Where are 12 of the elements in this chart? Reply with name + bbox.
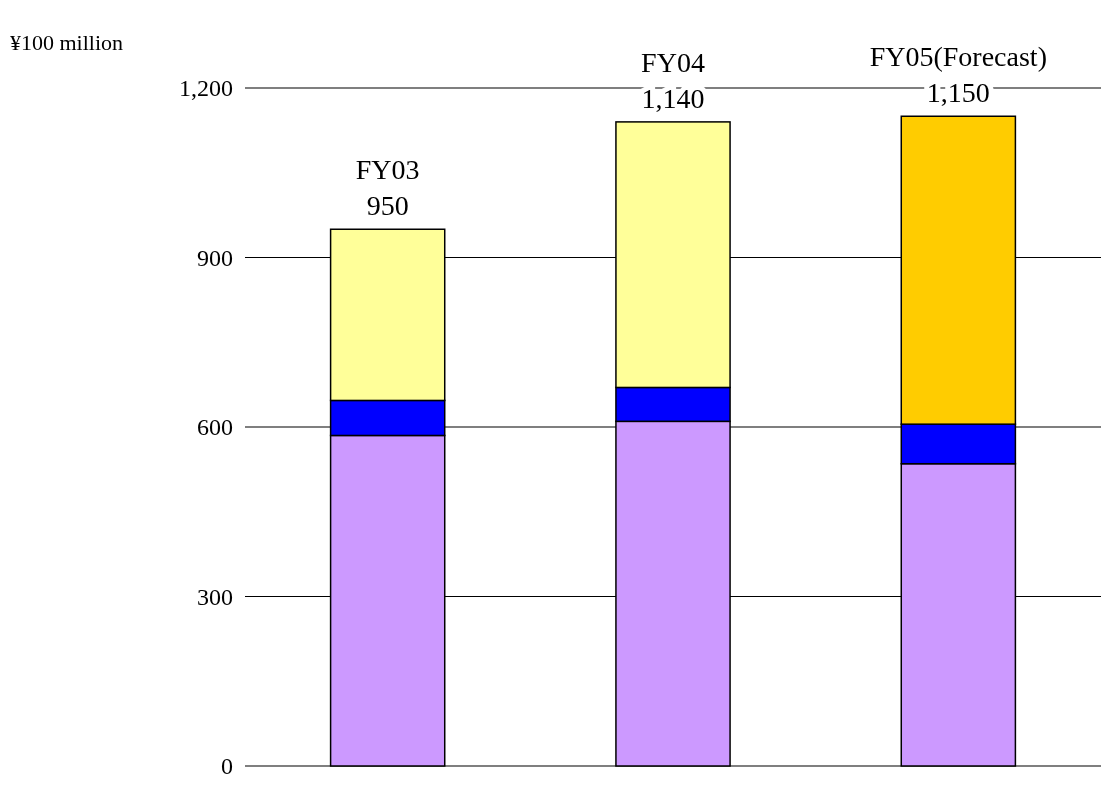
x-tick-label: FY05(Forecast) [869, 41, 1047, 73]
y-tick-label: 0 [221, 753, 233, 780]
total-label: 1,150 [926, 77, 990, 109]
x-tick-label: FY03 [355, 154, 420, 186]
total-label: 1,140 [641, 82, 705, 114]
total-label: 950 [366, 190, 409, 222]
y-tick-label: 1,200 [179, 75, 233, 102]
y-tick-label: 900 [197, 244, 233, 271]
x-tick-label: FY04 [641, 46, 705, 78]
y-tick-label: 300 [197, 583, 233, 610]
y-tick-label: 600 [197, 414, 233, 441]
y-axis-title: ¥100 million [10, 30, 124, 55]
